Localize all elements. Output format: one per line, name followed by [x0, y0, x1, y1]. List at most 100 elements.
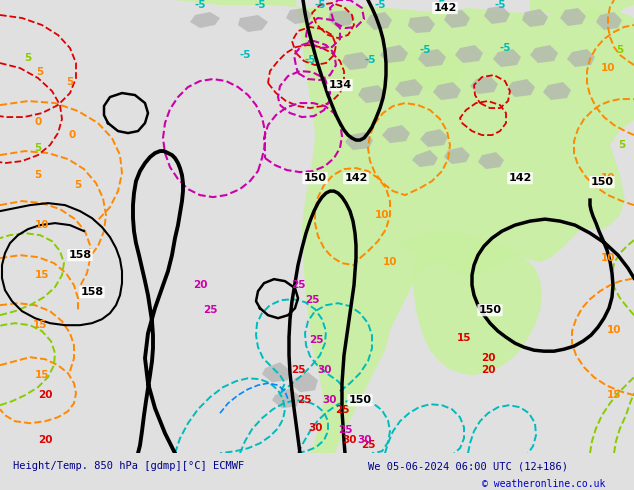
Polygon shape [543, 82, 571, 100]
Polygon shape [262, 362, 290, 382]
Text: 10: 10 [375, 210, 389, 220]
Text: 15: 15 [35, 370, 49, 380]
Polygon shape [455, 45, 483, 63]
Text: 10: 10 [383, 257, 398, 267]
Polygon shape [493, 49, 521, 67]
Text: 20: 20 [38, 435, 52, 445]
Text: 15: 15 [456, 333, 471, 343]
Text: 30: 30 [309, 423, 323, 433]
Text: 5: 5 [616, 45, 624, 55]
Text: 25: 25 [291, 365, 305, 375]
Polygon shape [175, 0, 634, 453]
Text: 20: 20 [481, 353, 495, 363]
Text: 0: 0 [34, 117, 42, 127]
Text: We 05-06-2024 06:00 UTC (12+186): We 05-06-2024 06:00 UTC (12+186) [368, 461, 567, 471]
Polygon shape [272, 388, 300, 408]
Text: -5: -5 [314, 0, 326, 10]
Text: 25: 25 [309, 335, 323, 345]
Polygon shape [286, 8, 312, 24]
Text: 142: 142 [433, 3, 456, 13]
Text: -5: -5 [434, 0, 446, 10]
Polygon shape [412, 150, 438, 167]
Text: 150: 150 [304, 173, 327, 183]
Text: Height/Temp. 850 hPa [gdmp][°C] ECMWF: Height/Temp. 850 hPa [gdmp][°C] ECMWF [13, 461, 244, 471]
Text: 158: 158 [81, 287, 103, 297]
Polygon shape [560, 8, 586, 26]
Text: 150: 150 [349, 395, 372, 405]
Text: -5: -5 [254, 0, 266, 10]
Text: 10: 10 [35, 220, 49, 230]
Text: 25: 25 [305, 295, 320, 305]
Polygon shape [596, 12, 622, 30]
Polygon shape [507, 79, 535, 97]
Text: 15: 15 [33, 320, 48, 330]
Polygon shape [522, 9, 548, 27]
Text: 30: 30 [343, 435, 357, 445]
Polygon shape [380, 45, 408, 63]
Text: 25: 25 [297, 395, 311, 405]
Text: 30: 30 [323, 395, 337, 405]
Text: 10: 10 [601, 253, 615, 263]
Polygon shape [444, 10, 470, 28]
Text: -5: -5 [365, 55, 376, 65]
Polygon shape [328, 10, 355, 27]
Polygon shape [345, 132, 373, 150]
Text: 25: 25 [338, 425, 353, 435]
Text: -5: -5 [239, 50, 251, 60]
Text: 15: 15 [607, 390, 621, 400]
Text: 0: 0 [68, 130, 75, 140]
Text: 142: 142 [508, 173, 532, 183]
Text: 25: 25 [203, 305, 217, 315]
Text: 10: 10 [607, 325, 621, 335]
Text: 150: 150 [590, 177, 614, 187]
Polygon shape [408, 16, 435, 33]
Text: -5: -5 [194, 0, 206, 10]
Polygon shape [484, 6, 510, 24]
Text: 30: 30 [318, 365, 332, 375]
Polygon shape [382, 125, 410, 143]
Text: 25: 25 [361, 440, 375, 450]
Polygon shape [388, 48, 465, 92]
Text: 10: 10 [601, 63, 615, 73]
Polygon shape [342, 52, 370, 70]
Text: 5: 5 [34, 170, 42, 180]
Text: 5: 5 [67, 77, 74, 87]
Polygon shape [444, 147, 470, 164]
Text: 20: 20 [481, 365, 495, 375]
Text: 134: 134 [328, 80, 352, 90]
Polygon shape [433, 82, 461, 100]
Text: 30: 30 [358, 435, 372, 445]
Polygon shape [530, 45, 558, 63]
Text: 5: 5 [74, 180, 82, 190]
Text: © weatheronline.co.uk: © weatheronline.co.uk [482, 480, 605, 490]
Text: 5: 5 [24, 53, 32, 63]
Text: -5: -5 [499, 43, 511, 53]
Text: 158: 158 [68, 250, 91, 260]
Text: 25: 25 [291, 280, 305, 290]
Text: 142: 142 [344, 173, 368, 183]
Text: -5: -5 [304, 55, 316, 65]
Text: 25: 25 [335, 405, 349, 415]
Text: -5: -5 [495, 0, 506, 10]
Text: 20: 20 [193, 280, 207, 290]
Polygon shape [395, 79, 423, 97]
Polygon shape [530, 0, 634, 20]
Polygon shape [291, 372, 318, 392]
Polygon shape [238, 15, 268, 32]
Text: 5: 5 [36, 67, 44, 77]
Polygon shape [358, 85, 386, 103]
Text: -5: -5 [419, 45, 430, 55]
Polygon shape [366, 12, 392, 30]
Text: 15: 15 [35, 270, 49, 280]
Polygon shape [190, 12, 220, 28]
Text: 10: 10 [601, 173, 615, 183]
Text: 20: 20 [38, 390, 52, 400]
Polygon shape [420, 129, 448, 147]
Polygon shape [418, 49, 446, 67]
Text: 150: 150 [479, 305, 501, 315]
Text: 5: 5 [618, 140, 626, 150]
Polygon shape [392, 230, 542, 375]
Text: 5: 5 [34, 143, 42, 153]
Text: -5: -5 [374, 0, 385, 10]
Polygon shape [567, 49, 595, 67]
